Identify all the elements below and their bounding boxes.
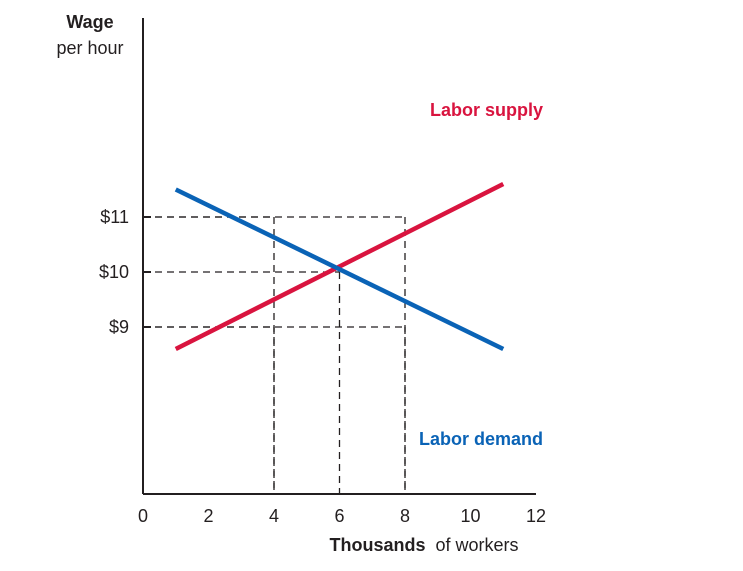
reference-lines [143,216,406,494]
y-tick-label: $10 [99,262,129,282]
x-tick-label: 8 [400,506,410,526]
y-tick-label: $11 [100,207,129,227]
x-axis-label-bold: Thousands [329,535,425,555]
tick-labels: 0 2 4 6 8 10 12 $9 $10 $11 [99,207,546,526]
x-axis-label: Thousands of workers [329,535,518,555]
series-label-labor-supply: Labor supply [430,100,543,120]
y-axis-label-sub: per hour [56,38,123,58]
x-axis-label-rest: of workers [436,535,519,555]
series-label-labor-demand: Labor demand [419,429,543,449]
x-tick-label: 6 [334,506,344,526]
series-lines [174,181,505,352]
y-tick-label: $9 [109,317,129,337]
x-tick-label: 4 [269,506,279,526]
y-axis-label: Wage [66,12,113,32]
x-tick-label: 12 [526,506,546,526]
series-line-labor-supply [174,181,505,352]
x-tick-label: 0 [138,506,148,526]
series-line-labor-demand [174,187,505,352]
x-tick-label: 2 [203,506,213,526]
axes [142,18,536,495]
x-tick-label: 10 [460,506,480,526]
